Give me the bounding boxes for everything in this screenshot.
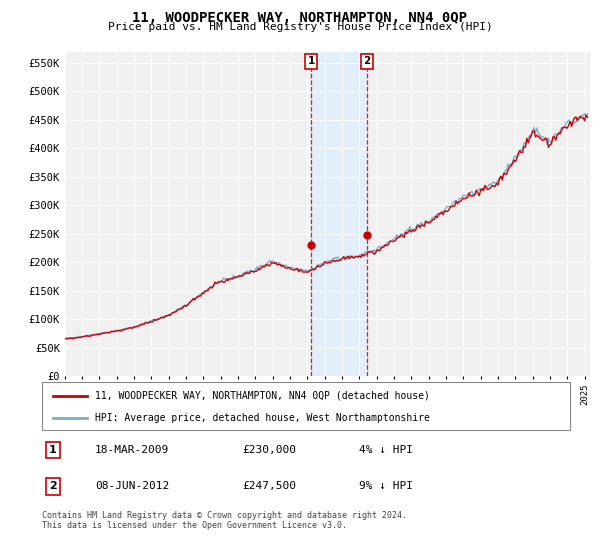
Text: 11, WOODPECKER WAY, NORTHAMPTON, NN4 0QP: 11, WOODPECKER WAY, NORTHAMPTON, NN4 0QP — [133, 11, 467, 25]
Text: 18-MAR-2009: 18-MAR-2009 — [95, 445, 169, 455]
Bar — [311, 52, 367, 376]
Text: Price paid vs. HM Land Registry's House Price Index (HPI): Price paid vs. HM Land Registry's House … — [107, 22, 493, 32]
Text: £230,000: £230,000 — [242, 445, 296, 455]
Text: 9% ↓ HPI: 9% ↓ HPI — [359, 482, 413, 492]
Text: HPI: Average price, detached house, West Northamptonshire: HPI: Average price, detached house, West… — [95, 413, 430, 423]
Text: 08-JUN-2012: 08-JUN-2012 — [95, 482, 169, 492]
Text: 11, WOODPECKER WAY, NORTHAMPTON, NN4 0QP (detached house): 11, WOODPECKER WAY, NORTHAMPTON, NN4 0QP… — [95, 391, 430, 401]
Text: £247,500: £247,500 — [242, 482, 296, 492]
Text: 1: 1 — [307, 56, 314, 66]
Text: 4% ↓ HPI: 4% ↓ HPI — [359, 445, 413, 455]
Text: 2: 2 — [364, 56, 371, 66]
FancyBboxPatch shape — [42, 382, 570, 430]
Text: 2: 2 — [49, 482, 56, 492]
Text: 1: 1 — [49, 445, 56, 455]
Text: Contains HM Land Registry data © Crown copyright and database right 2024.
This d: Contains HM Land Registry data © Crown c… — [42, 511, 407, 530]
